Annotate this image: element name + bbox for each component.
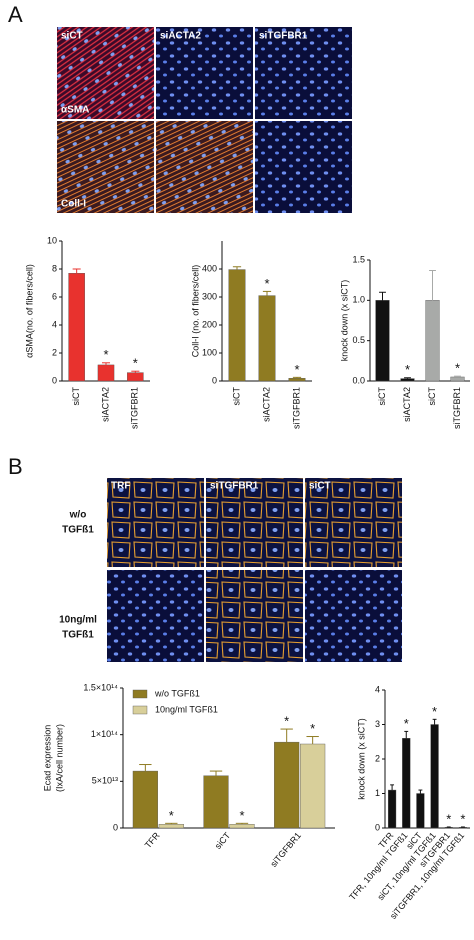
y-tick-label: 0 — [113, 822, 118, 832]
y-tick-label: 8 — [52, 263, 57, 273]
significance: * — [169, 808, 174, 823]
y-axis-label: αSMA(no. of fibers/cell) — [24, 264, 34, 358]
significance: * — [239, 808, 244, 823]
y-tick-label: 0.0 — [352, 375, 365, 385]
significance: * — [310, 721, 315, 736]
y-axis-label: knock down (x siCT) — [339, 280, 349, 362]
x-tick-label: siTGFBR1 — [130, 387, 140, 429]
bar — [425, 300, 440, 382]
bar — [258, 295, 276, 382]
y-tick-label: 0.5 — [352, 335, 365, 345]
significance: * — [446, 811, 451, 826]
significance: * — [405, 362, 410, 377]
x-tick-label: siACTA2 — [402, 387, 412, 422]
micrographs-b: TRF siTGFBR1 siCT w/o TGFß1 10ng/ml TGFß… — [59, 478, 402, 662]
x-tick-label: siTGFBR1 — [268, 830, 303, 869]
significance: * — [460, 811, 465, 826]
row-label: Coll-I — [61, 199, 86, 210]
y-tick-label: 10 — [47, 235, 57, 245]
x-tick-label: siACTA2 — [261, 387, 271, 422]
x-tick-label: siCT — [71, 387, 81, 406]
x-tick-label: siTGFBR1 — [452, 387, 462, 429]
x-tick-label: siCT — [427, 387, 437, 406]
bar — [68, 273, 85, 382]
row-label: 10ng/ml — [59, 615, 97, 626]
y-tick-label: 400 — [202, 263, 217, 273]
y-axis-label: knock down (x siCT) — [356, 718, 366, 800]
y-tick-label: 2 — [375, 753, 380, 763]
bar — [402, 738, 411, 829]
y-tick-label: 1.5 — [352, 254, 365, 264]
row-label: TGFß1 — [62, 630, 94, 641]
column-label: siCT — [61, 31, 83, 42]
bar — [158, 824, 184, 829]
y-tick-label: 6 — [52, 291, 57, 301]
significance: * — [455, 361, 460, 376]
significance: * — [294, 362, 299, 377]
significance: * — [133, 356, 138, 371]
y-tick-label: 100 — [202, 347, 217, 357]
column-label: siACTA2 — [160, 31, 201, 42]
row-label: TGFß1 — [62, 525, 94, 536]
y-tick-label: 0 — [212, 375, 217, 385]
bar — [288, 378, 306, 382]
y-tick-label: 1.5×10¹⁴ — [83, 682, 118, 692]
significance: * — [284, 714, 289, 729]
bar — [229, 824, 255, 829]
y-tick-label: 5×10¹³ — [92, 776, 118, 786]
bar — [400, 378, 415, 382]
column-label: TRF — [111, 481, 130, 492]
x-tick-label: siCT — [377, 387, 387, 406]
row-label: αSMA — [61, 105, 89, 116]
y-axis-label: (IxA/cell number) — [54, 724, 64, 792]
x-tick-label: siACTA2 — [100, 387, 110, 422]
y-tick-label: 0 — [52, 375, 57, 385]
y-tick-label: 4 — [52, 319, 57, 329]
x-tick-label: siCT — [231, 387, 241, 406]
micrographs-a: siCT siACTA2 siTGFBR1 αSMA Coll-I — [57, 27, 352, 213]
bar — [387, 789, 397, 829]
y-tick-label: 0 — [375, 822, 380, 832]
bar — [430, 724, 439, 829]
panel-label: B — [8, 454, 23, 479]
bar — [274, 741, 300, 829]
legend-swatch — [132, 689, 148, 699]
bar — [132, 770, 158, 829]
significance: * — [432, 704, 437, 719]
y-axis-label: Coll-I (no. of fibers/cell) — [190, 265, 200, 358]
y-tick-label: 1 — [375, 788, 380, 798]
bar — [300, 743, 326, 829]
significance: * — [404, 716, 409, 731]
x-tick-label: siTGFBR1 — [291, 387, 301, 429]
column-label: siTGFBR1 — [259, 31, 308, 42]
bar — [416, 793, 425, 829]
panel-label: A — [8, 2, 23, 27]
bar — [97, 364, 115, 382]
bar — [450, 376, 465, 382]
legend-label: w/o TGFß1 — [154, 688, 200, 698]
y-tick-label: 3 — [375, 719, 380, 729]
bar — [203, 775, 229, 829]
y-tick-label: 1.0 — [352, 295, 365, 305]
column-label: siTGFBR1 — [210, 481, 259, 492]
y-axis-label: Ecad expression — [42, 725, 52, 792]
bar — [375, 300, 390, 382]
y-tick-label: 4 — [375, 684, 380, 694]
row-label: w/o — [69, 510, 87, 521]
legend-swatch — [132, 705, 148, 715]
legend-label: 10ng/ml TGFß1 — [155, 704, 218, 714]
y-tick-label: 300 — [202, 291, 217, 301]
column-label: siCT — [309, 481, 331, 492]
y-tick-label: 1×10¹⁴ — [91, 729, 118, 739]
bar — [228, 269, 246, 382]
bar — [127, 372, 144, 382]
y-tick-label: 200 — [202, 319, 217, 329]
x-tick-label: TFR — [143, 830, 162, 850]
x-tick-label: siCT — [213, 830, 233, 851]
y-tick-label: 2 — [52, 347, 57, 357]
significance: * — [103, 347, 108, 362]
significance: * — [264, 276, 269, 291]
